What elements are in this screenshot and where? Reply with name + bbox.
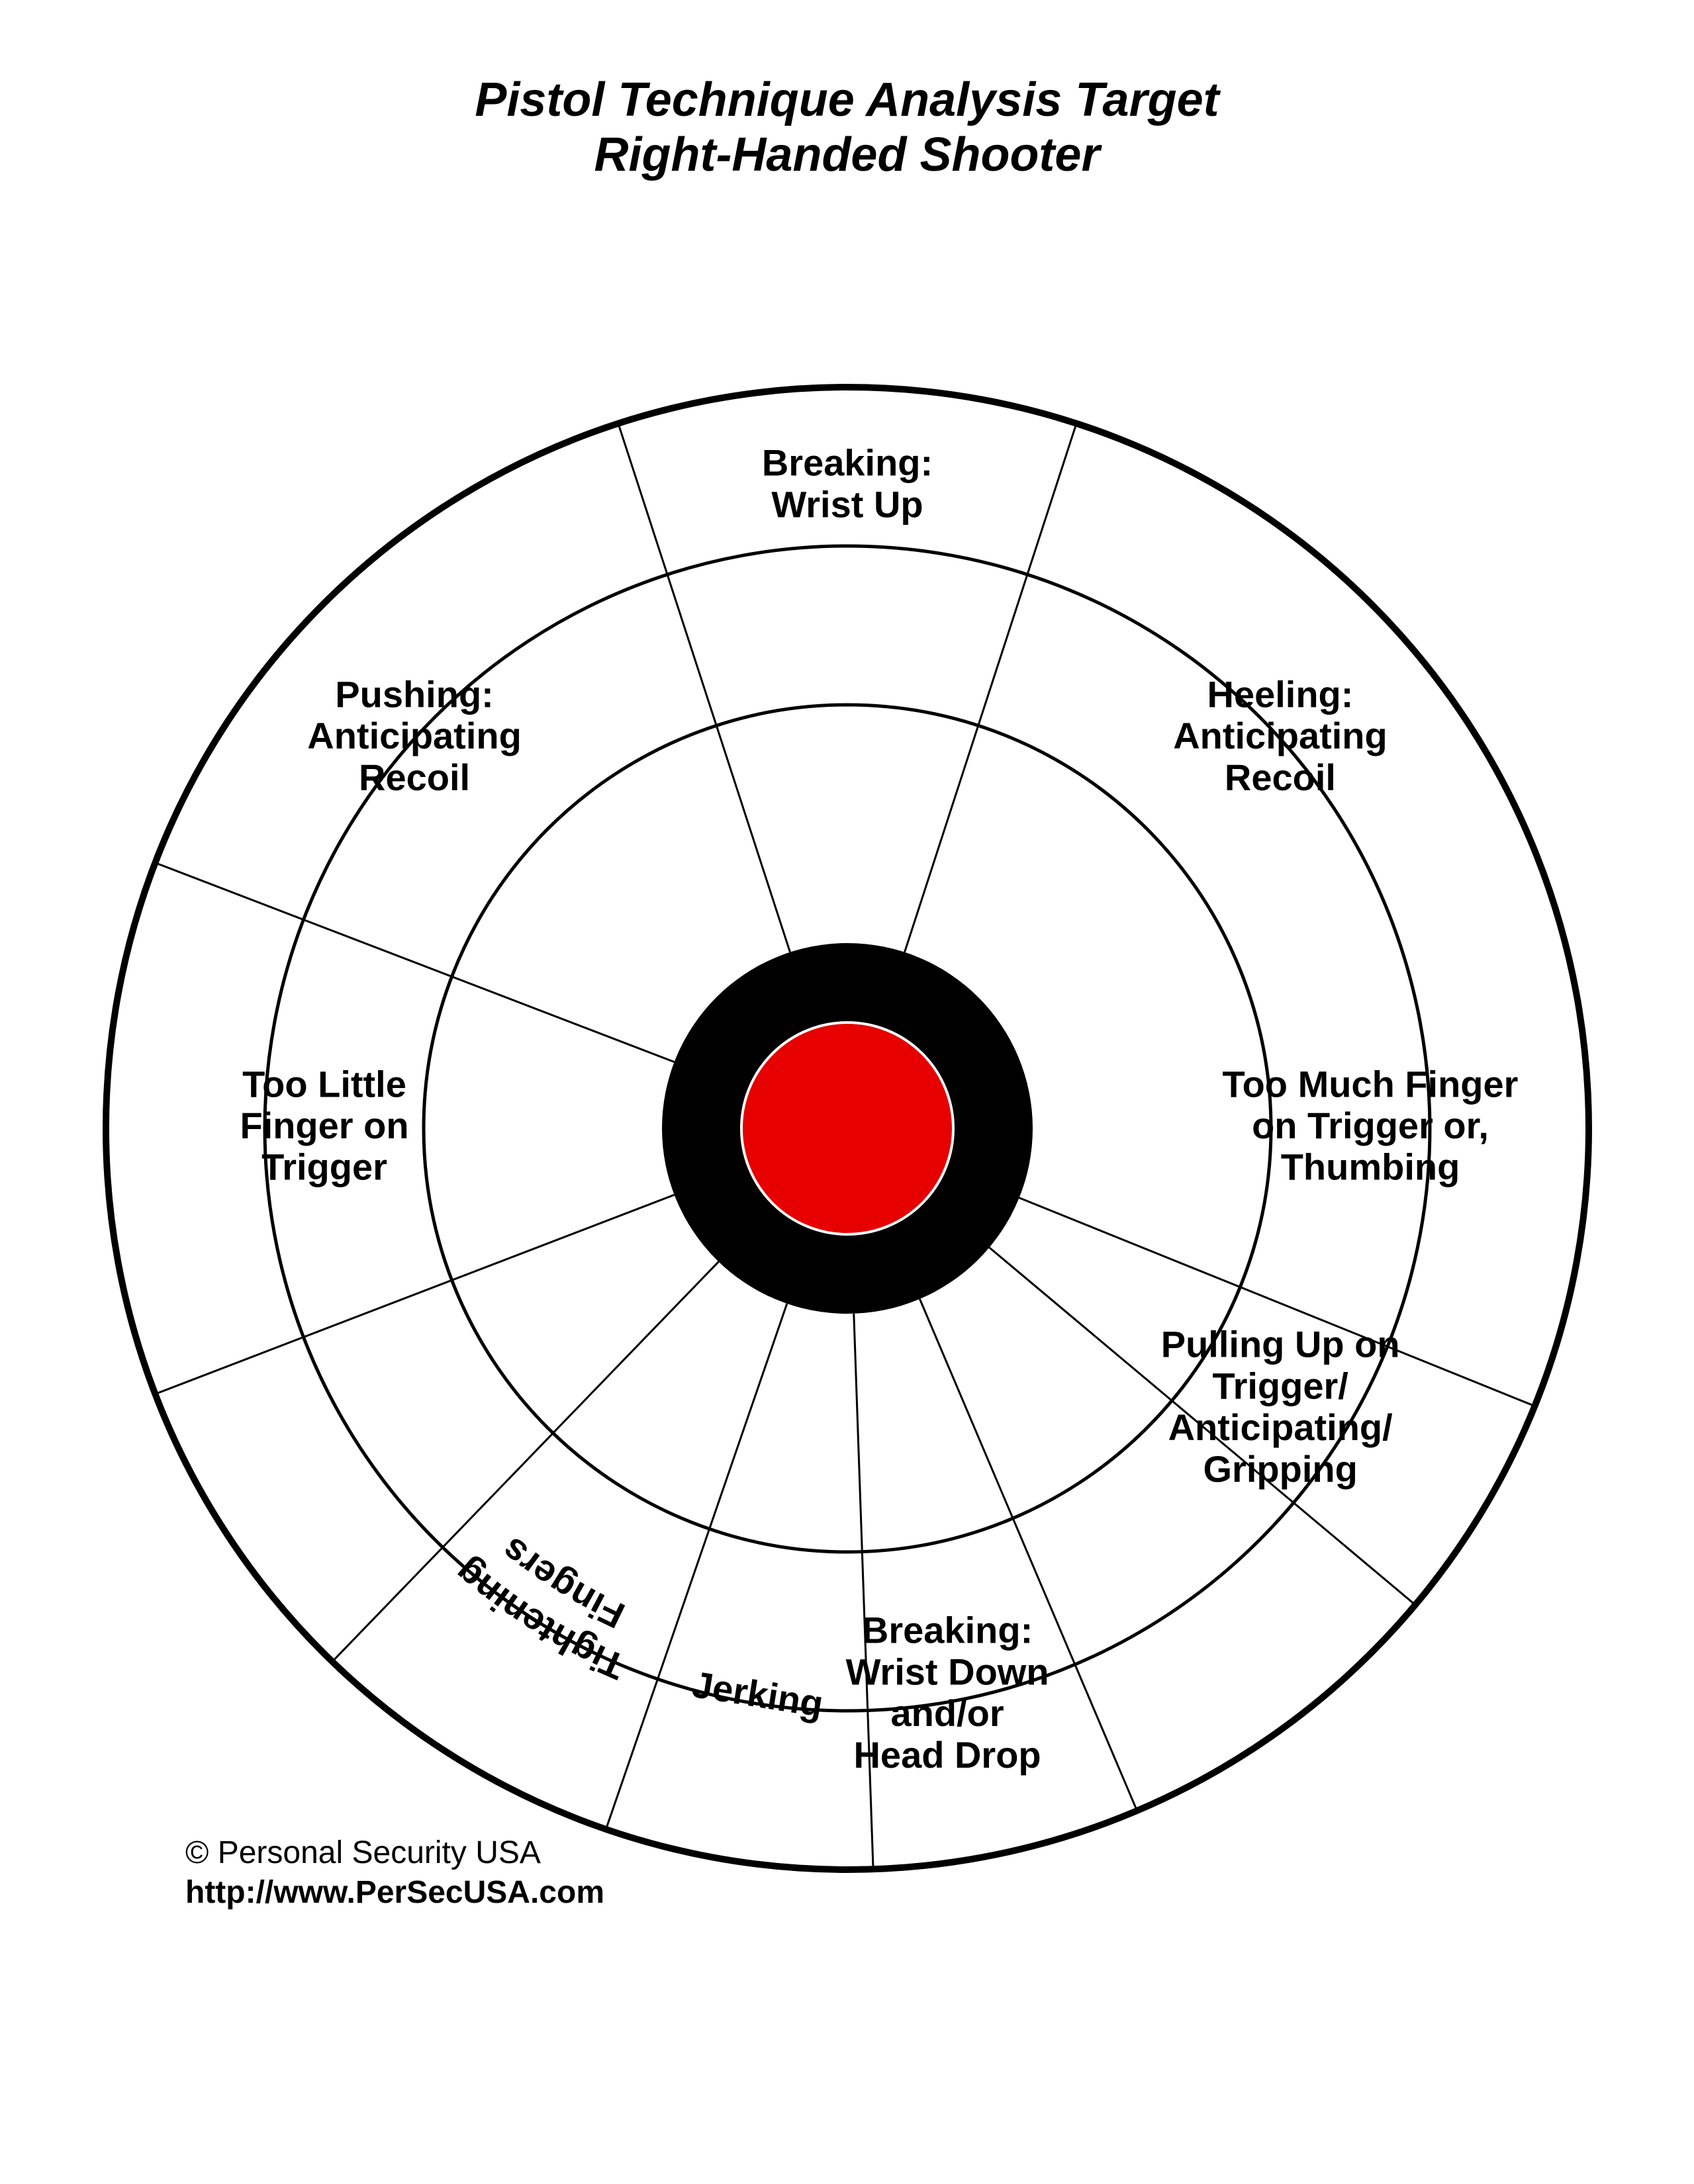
page: Pistol Technique Analysis Target Right-H… [0,0,1694,2184]
spoke-3 [155,1195,674,1394]
credit-block: © Personal Security USA http://www.PerSe… [185,1833,604,1913]
credit-line-1: © Personal Security USA [185,1833,604,1873]
sector-label-too-much-finger: Too Much Fingeron Trigger or,Thumbing [1223,1063,1519,1187]
spoke-6 [854,1314,873,1869]
sector-label-pulling-up: Pulling Up onTrigger/Anticipating/Grippi… [1161,1324,1400,1490]
spoke-1 [618,424,790,952]
spoke-2 [155,863,674,1062]
sector-label-too-little-finger: Too LittleFinger onTrigger [240,1063,408,1187]
sector-label-heeling: Heeling:AnticipatingRecoil [1173,673,1388,797]
sector-label-breaking-up: Breaking:Wrist Up [762,441,933,525]
sector-label-pushing: Pushing:AnticipatingRecoil [307,673,522,797]
ring-red [741,1023,953,1234]
sector-label-jerking: Jerking [689,1663,826,1725]
spoke-0 [905,424,1077,952]
sector-label-breaking-down: Breaking:Wrist Downand/orHead Drop [846,1609,1049,1775]
spoke-5 [606,1304,786,1829]
credit-line-2: http://www.PerSecUSA.com [185,1873,604,1913]
